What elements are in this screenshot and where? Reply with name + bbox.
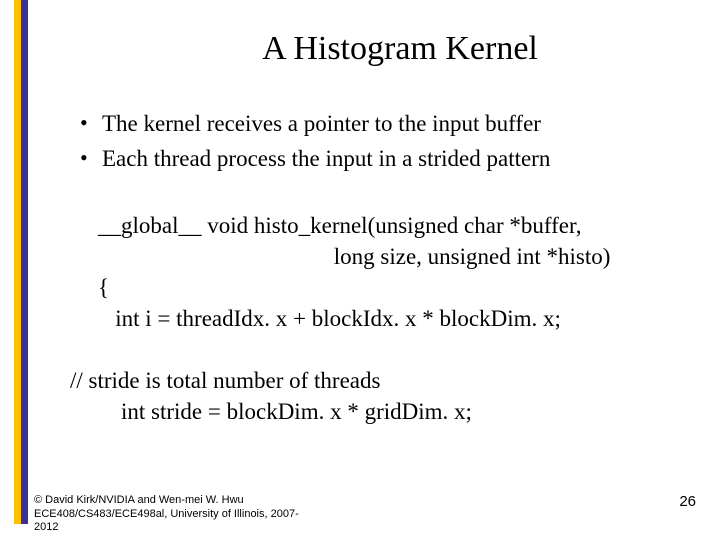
- footer-line: © David Kirk/NVIDIA and Wen-mei W. Hwu: [34, 494, 299, 507]
- code-line: int stride = blockDim. x * gridDim. x;: [98, 399, 472, 424]
- code-comment: // stride is total number of threads: [70, 365, 380, 396]
- footer-line: 2012: [34, 521, 299, 534]
- code-block: __global__ void histo_kernel(unsigned ch…: [98, 210, 680, 427]
- footer-copyright: © David Kirk/NVIDIA and Wen-mei W. Hwu E…: [34, 494, 299, 534]
- slide-title: A Histogram Kernel: [120, 30, 680, 68]
- page-number: 26: [679, 493, 696, 510]
- bullet-list: The kernel receives a pointer to the inp…: [80, 108, 680, 174]
- code-line: {: [98, 275, 109, 300]
- code-line: long size, unsigned int *histo): [98, 244, 610, 269]
- slide-body: A Histogram Kernel The kernel receives a…: [0, 0, 720, 540]
- code-line: __global__ void histo_kernel(unsigned ch…: [98, 213, 581, 238]
- bullet-item: Each thread process the input in a strid…: [80, 143, 680, 174]
- footer-line: ECE408/CS483/ECE498al, University of Ill…: [34, 508, 299, 521]
- bullet-item: The kernel receives a pointer to the inp…: [80, 108, 680, 139]
- code-line: int i = threadIdx. x + blockIdx. x * blo…: [98, 306, 561, 331]
